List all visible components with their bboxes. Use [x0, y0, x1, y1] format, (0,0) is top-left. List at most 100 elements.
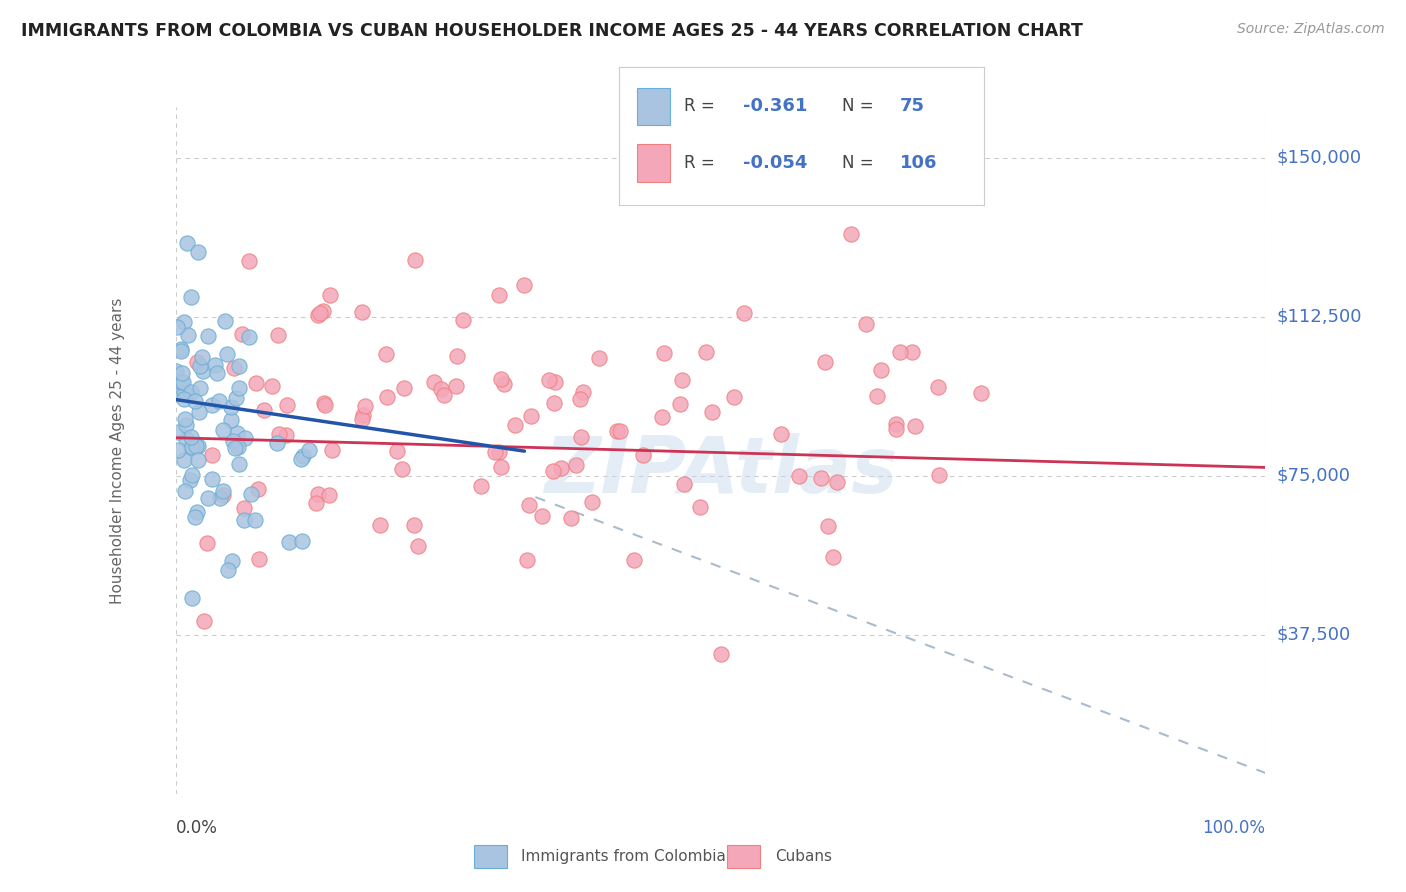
Point [232, 512, 254, 526]
Point [170, 342, 193, 356]
Point [181, 467, 204, 482]
Point [866, 388, 889, 402]
Point [165, 364, 187, 378]
Point [489, 460, 512, 475]
Point [231, 327, 253, 342]
Point [405, 252, 427, 267]
Point [855, 317, 877, 331]
Point [173, 392, 195, 407]
Point [170, 366, 193, 380]
Point [565, 458, 588, 473]
Point [179, 473, 201, 487]
Point [176, 235, 198, 250]
Point [689, 500, 711, 514]
Point [370, 517, 392, 532]
Point [569, 429, 592, 443]
Point [543, 396, 565, 410]
Point [733, 306, 755, 320]
Point [186, 505, 208, 519]
Point [181, 440, 204, 454]
Point [350, 412, 373, 426]
Point [928, 468, 950, 483]
Point [174, 483, 197, 498]
Text: 75: 75 [900, 97, 925, 115]
Point [180, 385, 202, 400]
Point [208, 394, 231, 409]
Point [517, 498, 540, 512]
Point [312, 304, 335, 318]
Point [212, 484, 235, 499]
Point [385, 444, 408, 458]
Point [375, 390, 398, 404]
Point [180, 440, 202, 454]
Point [245, 376, 267, 390]
Point [260, 378, 283, 392]
Point [201, 473, 224, 487]
Point [318, 488, 340, 502]
Point [166, 319, 188, 334]
Text: 106: 106 [900, 154, 938, 172]
Point [669, 397, 692, 411]
Point [307, 308, 329, 322]
Point [290, 451, 312, 466]
Point [430, 383, 453, 397]
Point [970, 386, 993, 401]
Point [239, 486, 262, 500]
Point [827, 475, 849, 490]
Point [232, 500, 254, 515]
Point [187, 452, 209, 467]
Point [841, 227, 863, 242]
Point [814, 355, 837, 369]
Point [516, 553, 538, 567]
Text: N =: N = [842, 97, 879, 115]
Text: IMMIGRANTS FROM COLOMBIA VS CUBAN HOUSEHOLDER INCOME AGES 25 - 44 YEARS CORRELAT: IMMIGRANTS FROM COLOMBIA VS CUBAN HOUSEH… [21, 22, 1083, 40]
Text: 0.0%: 0.0% [176, 819, 218, 837]
Text: $150,000: $150,000 [1277, 149, 1361, 167]
Point [927, 380, 949, 394]
Point [901, 344, 924, 359]
Point [221, 434, 243, 449]
Point [278, 535, 301, 549]
Point [228, 381, 250, 395]
Point [453, 312, 475, 326]
Point [671, 374, 693, 388]
Point [201, 398, 224, 412]
Point [314, 398, 336, 412]
Point [204, 358, 226, 372]
Point [225, 425, 247, 440]
Point [569, 392, 592, 406]
Point [188, 405, 211, 419]
Point [187, 244, 209, 259]
Point [266, 435, 288, 450]
Bar [474, 845, 508, 868]
Text: Cubans: Cubans [775, 849, 832, 863]
Point [531, 509, 554, 524]
Text: $75,000: $75,000 [1277, 467, 1351, 485]
Point [217, 347, 239, 361]
Point [560, 510, 582, 524]
Point [520, 409, 543, 423]
Point [606, 424, 628, 438]
Point [314, 396, 336, 410]
Point [488, 444, 510, 458]
Point [247, 552, 270, 566]
Point [184, 510, 207, 524]
Point [219, 413, 242, 427]
Point [581, 495, 603, 509]
Point [183, 394, 205, 409]
Point [702, 405, 724, 419]
Bar [637, 87, 669, 125]
Point [191, 351, 214, 365]
Point [402, 517, 425, 532]
Text: ZIPAtlas: ZIPAtlas [544, 433, 897, 509]
Point [291, 450, 314, 464]
Point [226, 440, 249, 454]
Point [886, 421, 908, 435]
Point [588, 351, 610, 365]
Point [186, 355, 208, 369]
Point [695, 344, 717, 359]
Point [188, 359, 211, 373]
Point [176, 418, 198, 433]
Point [221, 400, 243, 414]
Point [166, 442, 188, 457]
